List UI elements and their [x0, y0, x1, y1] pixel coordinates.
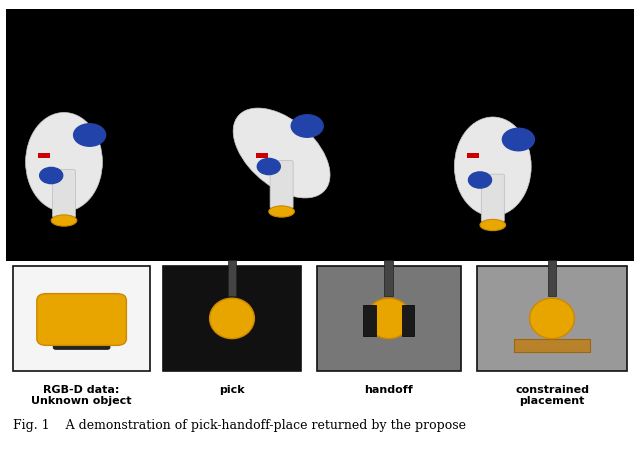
- Circle shape: [502, 128, 534, 151]
- Text: RGB-D data:
Unknown object: RGB-D data: Unknown object: [31, 385, 132, 406]
- Ellipse shape: [269, 206, 294, 217]
- Bar: [6, 9, 634, 261]
- FancyBboxPatch shape: [37, 294, 127, 346]
- Bar: [467, 153, 479, 157]
- Ellipse shape: [26, 112, 102, 212]
- Circle shape: [74, 124, 106, 146]
- Circle shape: [291, 115, 323, 137]
- Bar: [163, 266, 301, 371]
- Circle shape: [468, 172, 492, 188]
- Ellipse shape: [367, 298, 412, 338]
- Bar: [38, 153, 50, 157]
- Bar: [317, 266, 461, 371]
- Bar: [228, 260, 237, 296]
- Text: Fig. 1    A demonstration of pick-handoff-place returned by the propose: Fig. 1 A demonstration of pick-handoff-p…: [13, 419, 466, 432]
- Ellipse shape: [480, 220, 506, 230]
- FancyBboxPatch shape: [270, 161, 293, 208]
- Ellipse shape: [210, 298, 255, 338]
- FancyBboxPatch shape: [52, 170, 76, 217]
- Ellipse shape: [233, 108, 330, 198]
- Text: pick: pick: [219, 385, 245, 395]
- Ellipse shape: [530, 298, 575, 338]
- Bar: [514, 339, 590, 352]
- Text: handoff: handoff: [364, 385, 413, 395]
- Ellipse shape: [51, 215, 77, 226]
- Circle shape: [257, 158, 280, 175]
- Circle shape: [40, 167, 63, 184]
- FancyBboxPatch shape: [52, 328, 110, 350]
- Ellipse shape: [454, 117, 531, 216]
- Bar: [548, 260, 557, 296]
- Bar: [477, 266, 627, 371]
- Bar: [13, 266, 150, 371]
- Bar: [364, 305, 376, 337]
- FancyBboxPatch shape: [481, 174, 504, 222]
- Text: constrained
placement: constrained placement: [515, 385, 589, 406]
- Bar: [402, 305, 415, 337]
- Bar: [256, 153, 268, 157]
- Bar: [385, 260, 394, 296]
